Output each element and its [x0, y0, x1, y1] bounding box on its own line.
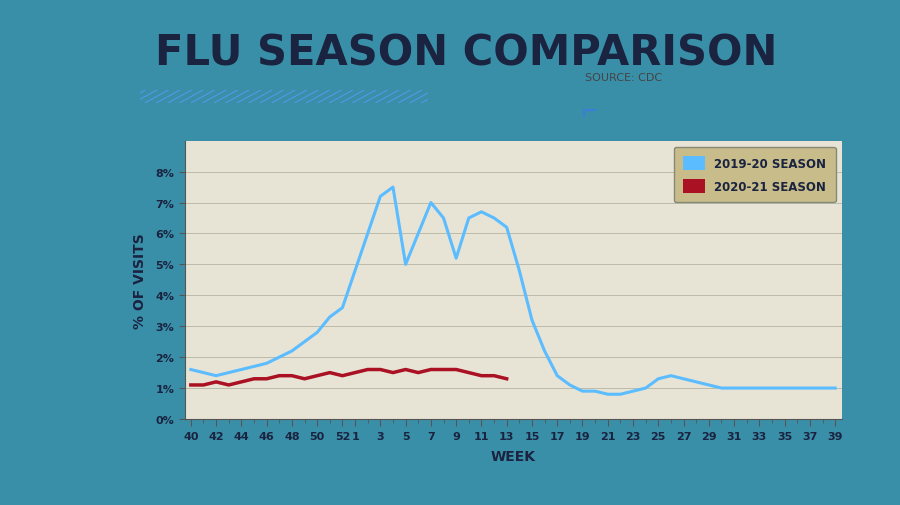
- Text: SOURCE: CDC: SOURCE: CDC: [585, 73, 662, 83]
- Legend: 2019-20 SEASON, 2020-21 SEASON: 2019-20 SEASON, 2020-21 SEASON: [674, 147, 835, 203]
- X-axis label: WEEK: WEEK: [491, 449, 536, 463]
- Text: FLU SEASON COMPARISON: FLU SEASON COMPARISON: [155, 32, 778, 74]
- Y-axis label: % OF VISITS: % OF VISITS: [133, 232, 147, 328]
